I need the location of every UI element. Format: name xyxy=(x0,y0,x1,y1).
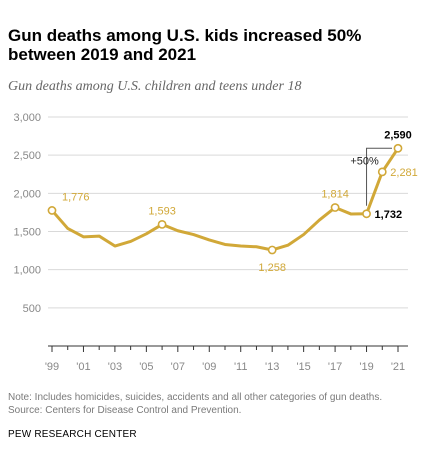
x-tick-label: '17 xyxy=(328,361,342,373)
change-bracket-line xyxy=(366,147,392,206)
data-label: 1,732 xyxy=(375,209,403,221)
change-bracket: +50% xyxy=(350,147,392,206)
data-point-marker xyxy=(330,203,340,212)
x-tick-label: '21 xyxy=(391,361,405,373)
x-tick-label: '99 xyxy=(45,361,59,373)
y-tick-label: 1,500 xyxy=(13,227,41,239)
x-tick-label: '11 xyxy=(234,361,248,373)
point-markers xyxy=(47,143,403,255)
data-point-marker xyxy=(267,245,277,255)
chart-title: Gun deaths among U.S. kids increased 50%… xyxy=(8,26,362,64)
data-label: 1,776 xyxy=(62,191,90,203)
data-point-marker xyxy=(157,220,167,229)
y-axis-ticks: 500 1,000 1,500 2,000 2,500 3,000 xyxy=(13,112,41,315)
data-point-marker xyxy=(393,143,403,153)
data-label: 2,590 xyxy=(384,129,412,141)
data-point-marker xyxy=(377,167,387,177)
x-axis: '99 '01 '03 '05 '07 '09 '11 '13 '15 '17 '19 '21 xyxy=(45,345,408,373)
gridlines xyxy=(48,116,408,309)
x-tick-label: '01 xyxy=(76,361,90,373)
y-tick-label: 1,000 xyxy=(13,265,41,277)
chart-source: Source: Centers for Disease Control and … xyxy=(8,405,242,416)
data-label: 1,258 xyxy=(258,262,286,274)
x-tick-label: '19 xyxy=(359,361,373,373)
x-tick-label: '03 xyxy=(108,361,122,373)
line-chart: 500 1,000 1,500 2,000 2,500 3,000 '99 '01 '03 '0… xyxy=(13,112,418,373)
y-tick-label: 500 xyxy=(23,303,41,315)
x-tick-label: '05 xyxy=(139,361,153,373)
series-line-path xyxy=(50,146,400,252)
data-label: 2,281 xyxy=(390,167,418,179)
data-label: 1,814 xyxy=(321,189,349,201)
data-label: 1,593 xyxy=(148,205,176,217)
x-tick-label: '13 xyxy=(265,361,279,373)
pew-research-center-logo: PEW RESEARCH CENTER xyxy=(8,429,137,440)
data-labels: 1,776 1,593 1,258 1,814 1,732 2,281 2,590 xyxy=(62,129,418,274)
x-tick-label: '09 xyxy=(202,361,216,373)
y-tick-label: 3,000 xyxy=(13,112,41,124)
series-line xyxy=(50,146,400,252)
data-point-marker xyxy=(362,209,371,219)
y-tick-label: 2,000 xyxy=(13,188,41,200)
change-label: +50% xyxy=(350,155,379,167)
chart-note: Note: Includes homicides, suicides, acci… xyxy=(8,392,383,403)
chart-subtitle: Gun deaths among U.S. children and teens… xyxy=(8,79,302,94)
y-tick-label: 2,500 xyxy=(13,150,41,162)
x-tick-label: '07 xyxy=(171,361,185,373)
data-point-marker xyxy=(47,206,57,215)
x-tick-label: '15 xyxy=(296,361,310,373)
